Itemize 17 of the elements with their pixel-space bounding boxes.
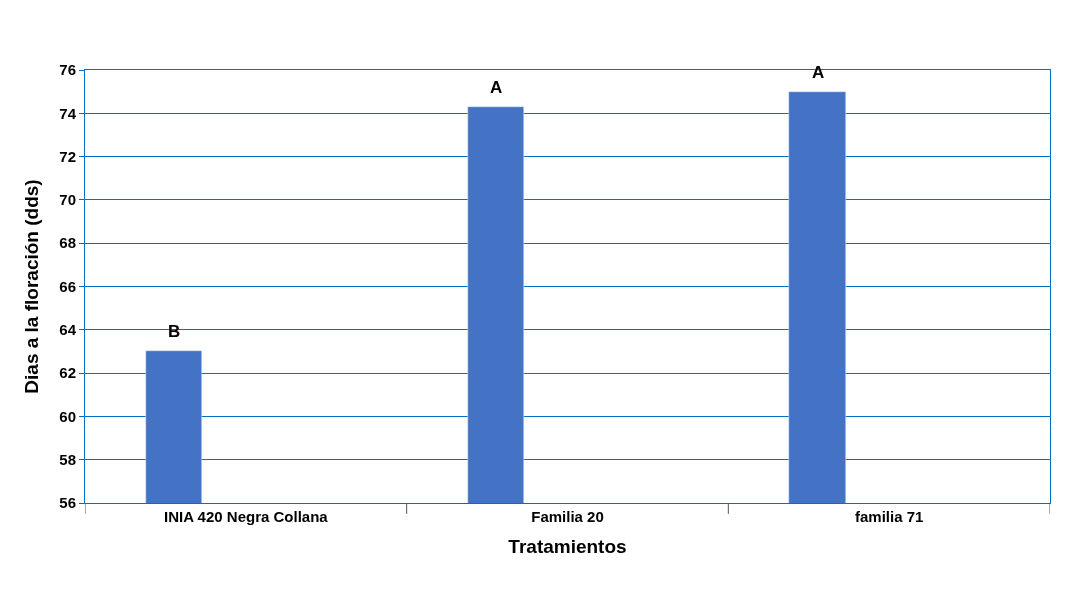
y-tick-label: 76 xyxy=(59,61,76,79)
y-tick-label: 70 xyxy=(59,191,76,209)
y-tick-label: 74 xyxy=(59,104,77,122)
y-tick-label: 64 xyxy=(59,321,77,339)
y-tick-label: 60 xyxy=(59,407,76,425)
x-tick-label: Familia 20 xyxy=(531,508,604,525)
y-tick-label: 68 xyxy=(59,234,76,252)
y-tick-label: 72 xyxy=(59,147,76,165)
x-tick-label: familia 71 xyxy=(854,508,924,525)
x-axis-title: Tratamientos xyxy=(508,535,627,557)
y-tick-label: 58 xyxy=(59,450,76,468)
annotation: A xyxy=(490,78,503,97)
x-tick-label: INIA 420 Negra Collana xyxy=(163,508,329,525)
y-tick-label: 56 xyxy=(59,494,76,512)
y-tick-label: 66 xyxy=(59,277,76,295)
y-tick-label: 62 xyxy=(59,364,76,382)
y-axis-title: Dias a la floración (dds) xyxy=(21,179,43,394)
